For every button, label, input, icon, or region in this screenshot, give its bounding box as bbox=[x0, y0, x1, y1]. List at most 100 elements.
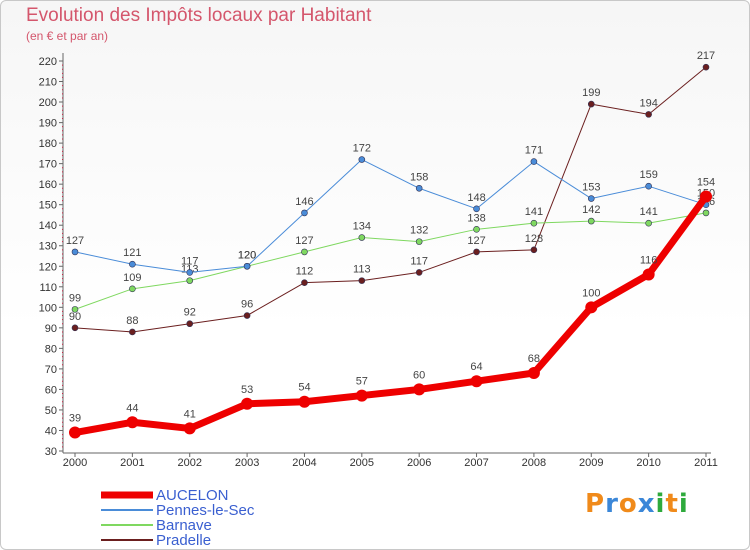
chart-title: Evolution des Impôts locaux par Habitant bbox=[26, 5, 372, 26]
y-tick-label: 40 bbox=[45, 425, 57, 437]
series-line-pradelle bbox=[74, 66, 707, 333]
legend-label-barnave: Barnave bbox=[156, 517, 212, 534]
data-point-aucelon bbox=[69, 426, 81, 439]
data-point-pennes-le-sec bbox=[473, 205, 480, 213]
legend-label-pradelle: Pradelle bbox=[156, 532, 211, 549]
data-point-pradelle bbox=[530, 246, 538, 254]
series-line-pennes-le-sec bbox=[74, 159, 707, 273]
data-label-pradelle: 194 bbox=[639, 97, 657, 109]
data-point-barnave bbox=[415, 238, 423, 245]
y-tick-label: 50 bbox=[45, 405, 57, 417]
data-point-barnave bbox=[702, 209, 710, 217]
data-point-pennes-le-sec bbox=[415, 184, 423, 192]
data-point-pennes-le-sec bbox=[645, 182, 652, 190]
series-line-aucelon bbox=[71, 192, 710, 437]
data-point-pradelle bbox=[587, 100, 595, 108]
data-label-pennes-le-sec: 121 bbox=[123, 247, 141, 259]
data-label-barnave: 141 bbox=[525, 206, 543, 218]
data-label-pradelle: 96 bbox=[241, 299, 253, 311]
y-tick-label: 80 bbox=[45, 343, 57, 355]
data-label-pennes-le-sec: 127 bbox=[66, 235, 84, 247]
data-label-barnave: 120 bbox=[238, 249, 256, 261]
y-tick-label: 190 bbox=[39, 118, 57, 130]
data-point-barnave bbox=[645, 219, 652, 227]
data-label-barnave: 142 bbox=[582, 204, 600, 216]
x-tick-label: 2004 bbox=[292, 457, 316, 469]
data-point-aucelon bbox=[413, 383, 426, 396]
data-label-pennes-le-sec: 159 bbox=[639, 169, 657, 181]
data-label-aucelon: 116 bbox=[640, 254, 658, 266]
data-label-barnave: 134 bbox=[353, 221, 371, 233]
y-tick-label: 220 bbox=[39, 56, 57, 68]
data-label-pradelle: 113 bbox=[353, 264, 371, 276]
x-tick-label: 2005 bbox=[350, 457, 374, 469]
data-label-aucelon: 44 bbox=[126, 402, 138, 414]
proxiti-logo: Proxiti bbox=[585, 489, 689, 519]
data-point-pennes-le-sec bbox=[186, 269, 194, 276]
legend-label-aucelon: AUCELON bbox=[156, 487, 229, 504]
data-point-pennes-le-sec bbox=[301, 209, 308, 217]
series-line-barnave bbox=[74, 212, 707, 310]
y-tick-label: 30 bbox=[45, 446, 57, 458]
data-label-pennes-le-sec: 172 bbox=[353, 143, 371, 155]
legend-label-pennes-le-sec: Pennes-le-Sec bbox=[156, 502, 255, 519]
logo-letter: i bbox=[655, 489, 666, 519]
y-tick-label: 160 bbox=[39, 179, 57, 191]
y-tick-label: 210 bbox=[39, 77, 57, 89]
data-label-barnave: 138 bbox=[467, 212, 485, 224]
y-tick-label: 180 bbox=[39, 138, 57, 150]
data-point-pennes-le-sec bbox=[243, 262, 251, 270]
data-label-pennes-le-sec: 120 bbox=[238, 249, 256, 261]
y-tick-label: 100 bbox=[39, 302, 57, 314]
logo-letter: x bbox=[637, 489, 656, 519]
data-label-pradelle: 117 bbox=[410, 255, 428, 267]
data-label-barnave: 127 bbox=[295, 235, 313, 247]
data-point-pradelle bbox=[71, 324, 79, 332]
data-point-pradelle bbox=[415, 269, 423, 276]
data-point-aucelon bbox=[470, 375, 483, 388]
x-tick-label: 2002 bbox=[177, 457, 201, 469]
data-label-aucelon: 39 bbox=[69, 413, 81, 425]
y-tick-label: 70 bbox=[45, 364, 57, 376]
data-label-barnave: 141 bbox=[639, 206, 657, 218]
data-point-aucelon bbox=[183, 422, 196, 435]
data-point-pradelle bbox=[645, 111, 652, 118]
data-point-barnave bbox=[129, 285, 136, 293]
y-tick-label: 130 bbox=[39, 241, 57, 253]
x-tick-label: 2001 bbox=[120, 457, 144, 469]
data-point-aucelon bbox=[241, 397, 254, 410]
data-label-aucelon: 154 bbox=[697, 176, 715, 188]
data-point-pradelle bbox=[129, 328, 136, 336]
data-point-aucelon bbox=[126, 416, 139, 429]
data-point-barnave bbox=[71, 306, 79, 313]
x-tick-label: 2011 bbox=[694, 457, 718, 469]
data-point-pennes-le-sec bbox=[587, 195, 595, 202]
data-point-aucelon bbox=[642, 268, 655, 281]
data-label-barnave: 99 bbox=[69, 292, 81, 304]
data-label-aucelon: 57 bbox=[356, 376, 368, 388]
data-point-barnave bbox=[301, 248, 308, 256]
data-label-aucelon: 54 bbox=[298, 382, 310, 394]
data-point-pennes-le-sec bbox=[71, 248, 79, 256]
data-label-barnave: 109 bbox=[123, 272, 141, 284]
data-label-pennes-le-sec: 146 bbox=[295, 196, 313, 208]
data-label-pradelle: 88 bbox=[126, 315, 138, 327]
data-point-pradelle bbox=[358, 277, 366, 284]
data-label-aucelon: 53 bbox=[241, 384, 253, 396]
logo-letter: i bbox=[678, 489, 689, 519]
data-point-pradelle bbox=[473, 248, 480, 256]
x-tick-label: 2007 bbox=[464, 457, 488, 469]
data-point-aucelon bbox=[355, 389, 368, 402]
data-point-pradelle bbox=[301, 279, 308, 286]
data-point-pennes-le-sec bbox=[129, 260, 136, 268]
data-point-pennes-le-sec bbox=[358, 156, 366, 163]
data-point-barnave bbox=[587, 217, 595, 225]
y-tick-label: 90 bbox=[45, 323, 57, 335]
data-point-pradelle bbox=[243, 312, 251, 319]
data-point-barnave bbox=[358, 234, 366, 241]
data-point-barnave bbox=[186, 277, 194, 284]
data-point-pradelle bbox=[186, 320, 194, 328]
data-label-pradelle: 112 bbox=[296, 266, 314, 278]
logo-letter: P bbox=[585, 489, 606, 519]
data-label-pradelle: 127 bbox=[467, 235, 485, 247]
